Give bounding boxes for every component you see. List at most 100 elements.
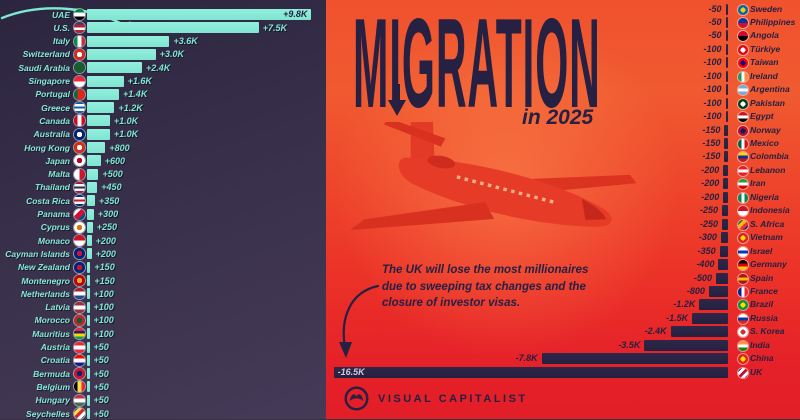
gain-bar <box>87 381 90 393</box>
value-label: -350 <box>697 245 716 256</box>
flag-icon <box>738 192 748 203</box>
gain-row: Malta +500 <box>0 168 326 180</box>
flag-icon <box>74 288 85 300</box>
flag-icon <box>74 221 85 233</box>
loss-bar <box>725 43 728 55</box>
loss-row: -400 Germany <box>326 259 800 271</box>
flag-icon <box>74 314 85 326</box>
gain-row: Croatia +50 <box>0 354 326 366</box>
flag-icon <box>74 62 85 74</box>
country-label: Monaco <box>37 235 70 246</box>
gain-row: Hungary +50 <box>0 394 326 406</box>
country-label: Egypt <box>750 111 774 122</box>
value-label: +450 <box>101 182 122 193</box>
value-label: +300 <box>97 209 119 219</box>
flag-icon <box>738 219 748 230</box>
loss-bar <box>725 111 728 123</box>
value-label: -200 <box>701 164 720 175</box>
loss-row: -150 Norway <box>326 124 800 137</box>
country-label: Netherlands <box>20 288 70 299</box>
flag-icon <box>738 152 748 163</box>
loss-row: -100 Türkiye <box>326 43 800 56</box>
flag-icon <box>738 260 748 271</box>
flag-icon <box>74 248 85 260</box>
flag-icon <box>738 112 748 123</box>
annotation-arrow-icon <box>339 284 380 358</box>
flag-icon <box>738 273 748 284</box>
loss-bar <box>722 218 728 230</box>
country-label: New Zealand <box>18 262 70 273</box>
flag-icon <box>738 85 748 96</box>
flag-icon <box>74 115 85 127</box>
value-label: -250 <box>700 218 719 229</box>
loss-bar <box>718 259 728 271</box>
country-label: Russia <box>750 312 778 323</box>
loss-bar <box>724 151 728 163</box>
value-label: -50 <box>708 3 722 14</box>
gain-row: Greece +1.2K <box>0 102 326 114</box>
value-label: +800 <box>109 142 130 153</box>
flag-icon <box>738 139 748 149</box>
value-label: +200 <box>95 235 116 246</box>
country-label: Cayman Islands <box>5 248 70 259</box>
country-label: Thailand <box>35 182 70 193</box>
country-label: U.S. <box>53 22 70 33</box>
flag-icon <box>738 286 748 297</box>
flag-icon <box>738 313 748 324</box>
loss-row: -3.5K India <box>326 339 800 352</box>
country-label: China <box>750 353 774 364</box>
flag-icon <box>738 179 748 190</box>
value-label: -3.5K <box>618 339 641 350</box>
flag-icon <box>74 408 85 419</box>
flag-icon <box>74 381 85 393</box>
gain-row: Monaco +200 <box>0 235 326 247</box>
country-label: Lebanon <box>750 164 786 175</box>
value-label: +3.0K <box>159 49 184 60</box>
country-label: Latvia <box>45 302 70 313</box>
value-label: -150 <box>702 124 721 135</box>
country-label: Saudi Arabia <box>18 62 70 73</box>
gain-row: Morocco +100 <box>0 314 326 326</box>
flag-icon <box>74 261 85 273</box>
gainers-panel: UAE +9.8K U.S. +7.5K Italy +3.6K Switzerland +3… <box>0 0 326 419</box>
value-label: +7.5K <box>262 22 288 33</box>
loss-bar <box>725 70 728 82</box>
gain-bar <box>87 275 91 286</box>
country-label: S. Korea <box>750 326 785 337</box>
annotation-line: The UK will lose the most millionaires <box>382 264 589 276</box>
value-label: -100 <box>703 97 722 108</box>
flag-icon <box>738 367 748 378</box>
loss-row: -150 Colombia <box>326 151 800 163</box>
loss-row: -7.8K China <box>326 353 800 365</box>
loss-bar <box>644 339 728 351</box>
loss-row: -250 Indonesia <box>326 205 800 217</box>
flag-icon <box>74 208 85 220</box>
gain-row: Singapore +1.6K <box>0 75 326 87</box>
loss-bar <box>699 299 728 311</box>
loss-bar <box>708 285 728 297</box>
loss-bar <box>723 164 728 176</box>
country-label: Indonesia <box>750 205 790 216</box>
country-label: Türkiye <box>750 43 781 54</box>
country-label: Portugal <box>35 89 70 100</box>
gain-row: Canada +1.0K <box>0 115 326 127</box>
loss-bar <box>725 97 728 109</box>
country-label: Canada <box>39 115 70 126</box>
loss-bar <box>722 205 728 217</box>
flag-icon <box>74 328 85 340</box>
loss-bar <box>720 232 728 244</box>
losers-panel: MIGRATION in 2025 The UK will lose the m… <box>326 0 800 419</box>
gain-row: Mauritius +100 <box>0 328 326 340</box>
country-label: Switzerland <box>22 49 70 60</box>
gain-row: Hong Kong +800 <box>0 142 326 154</box>
loss-row: -50 Sweden <box>326 3 800 16</box>
country-label: UAE <box>52 9 70 20</box>
flag-icon <box>738 98 748 109</box>
loss-row: -350 Israel <box>326 245 800 258</box>
flag-icon <box>74 48 85 60</box>
value-label: -100 <box>703 111 722 122</box>
gain-row: Cayman Islands +200 <box>0 248 326 260</box>
loss-bar <box>724 124 728 136</box>
loss-bar <box>725 30 728 42</box>
loss-bar <box>725 3 728 15</box>
